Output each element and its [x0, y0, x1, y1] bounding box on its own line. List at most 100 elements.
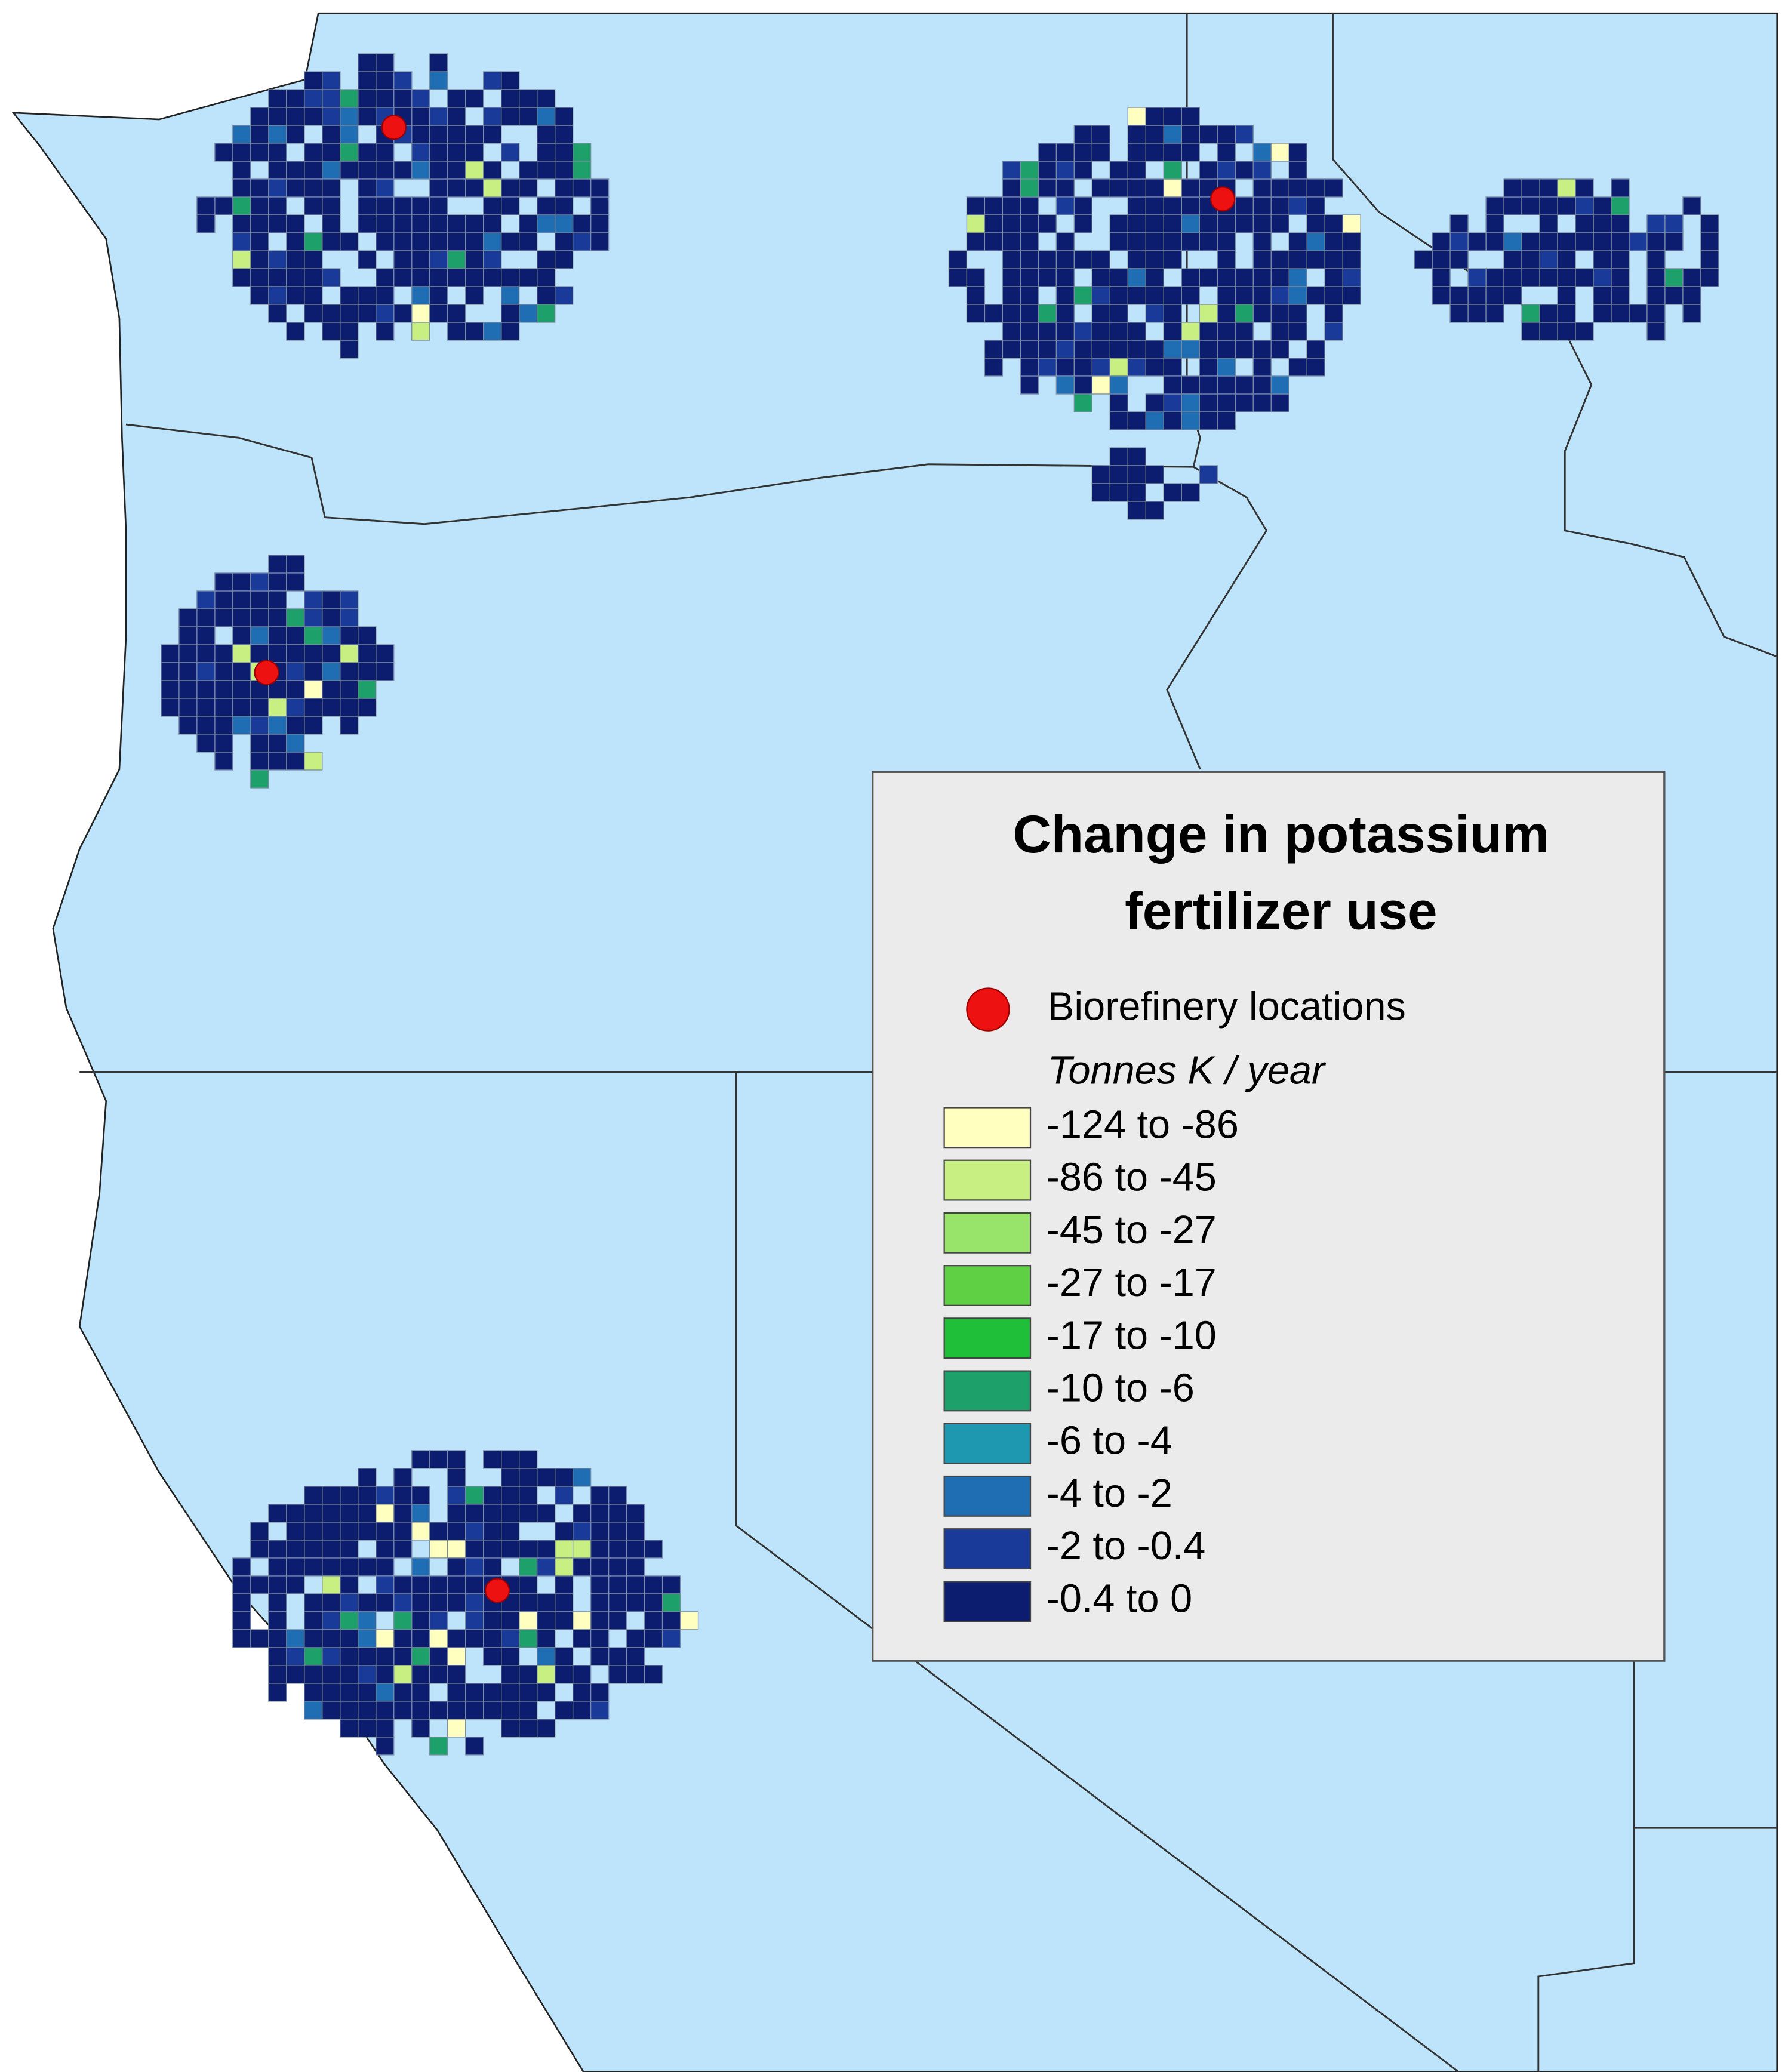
grid-cell [1306, 178, 1325, 198]
grid-cell [1163, 340, 1182, 359]
grid-cell [358, 680, 377, 699]
grid-cell [966, 268, 986, 287]
grid-cell [268, 590, 287, 609]
grid-cell [465, 1557, 484, 1577]
grid-cell [554, 250, 574, 269]
grid-cell [1432, 250, 1451, 269]
grid-cell [178, 662, 198, 681]
grid-cell [1557, 178, 1576, 198]
grid-cell [1055, 196, 1075, 215]
grid-cell [590, 1701, 610, 1720]
grid-cell [232, 1629, 251, 1648]
grid-cell [429, 53, 448, 72]
grid-cell [286, 662, 305, 681]
grid-cell [1145, 196, 1164, 215]
grid-cell [501, 1611, 520, 1630]
grid-cell [232, 698, 251, 717]
grid-cell [1342, 286, 1361, 305]
grid-cell [322, 196, 341, 215]
legend-label: -10 to -6 [1047, 1366, 1195, 1411]
grid-cell [1252, 196, 1272, 215]
grid-cell [536, 125, 556, 144]
legend-label: -17 to -10 [1047, 1313, 1217, 1357]
grid-cell [1055, 178, 1075, 198]
grid-cell [447, 125, 466, 144]
grid-cell [178, 716, 198, 735]
grid-cell [483, 196, 502, 215]
grid-cell [1611, 214, 1630, 233]
grid-cell [1593, 196, 1612, 215]
grid-cell [232, 1593, 251, 1612]
grid-cell [286, 1575, 305, 1594]
grid-cell [1127, 107, 1146, 126]
grid-cell [1002, 232, 1021, 251]
grid-cell [519, 178, 538, 198]
grid-cell [1109, 393, 1128, 412]
grid-cell [1593, 304, 1612, 323]
grid-cell [376, 214, 395, 233]
grid-cell [322, 1647, 341, 1666]
grid-cell [590, 1557, 610, 1577]
grid-cell [1055, 143, 1075, 162]
legend-label: -86 to -45 [1047, 1156, 1217, 1200]
grid-cell [465, 1593, 484, 1612]
grid-cell [429, 1629, 448, 1648]
grid-cell [322, 304, 341, 323]
grid-cell [1270, 375, 1289, 395]
grid-cell [322, 662, 341, 681]
grid-cell [1324, 268, 1343, 287]
grid-cell [340, 143, 359, 162]
grid-cell [1163, 286, 1182, 305]
grid-cell [626, 1629, 645, 1648]
grid-cell [1235, 268, 1254, 287]
grid-cell [1145, 125, 1164, 144]
grid-cell [340, 1701, 359, 1720]
grid-cell [1611, 196, 1630, 215]
grid-cell [214, 196, 233, 215]
grid-cell [1199, 322, 1218, 341]
grid-cell [1682, 268, 1701, 287]
grid-cell [232, 590, 251, 609]
grid-cell [1575, 196, 1594, 215]
grid-cell [304, 1665, 323, 1684]
grid-cell [626, 1647, 645, 1666]
grid-cell [536, 1468, 556, 1487]
grid-cell [644, 1575, 663, 1594]
grid-cell [1020, 268, 1039, 287]
grid-cell [286, 626, 305, 645]
grid-cell [304, 161, 323, 180]
grid-cell [1235, 393, 1254, 412]
grid-cell [1449, 232, 1469, 251]
grid-cell [322, 644, 341, 663]
grid-cell [214, 143, 233, 162]
grid-cell [304, 1486, 323, 1505]
grid-cell [232, 214, 251, 233]
grid-cell [1593, 232, 1612, 251]
grid-cell [250, 734, 269, 753]
grid-cell [1181, 393, 1200, 412]
grid-cell [286, 178, 305, 198]
grid-cell [554, 1486, 574, 1505]
grid-cell [1163, 393, 1182, 412]
grid-cell [1217, 322, 1236, 341]
grid-cell [411, 1611, 430, 1630]
grid-cell [519, 107, 538, 126]
grid-cell [232, 143, 251, 162]
grid-cell [1127, 465, 1146, 484]
grid-cell [1091, 178, 1110, 198]
grid-cell [1288, 196, 1307, 215]
grid-cell [411, 89, 430, 108]
grid-cell [1485, 304, 1504, 323]
grid-cell [554, 125, 574, 144]
grid-cell [1127, 178, 1146, 198]
grid-cell [411, 1486, 430, 1505]
grid-cell [286, 555, 305, 574]
grid-cell [1557, 268, 1576, 287]
grid-cell [286, 1522, 305, 1541]
grid-cell [501, 1701, 520, 1720]
grid-cell [572, 1557, 592, 1577]
grid-cell [447, 143, 466, 162]
grid-cell [948, 268, 968, 287]
grid-cell [1521, 268, 1540, 287]
grid-cell [340, 1647, 359, 1666]
